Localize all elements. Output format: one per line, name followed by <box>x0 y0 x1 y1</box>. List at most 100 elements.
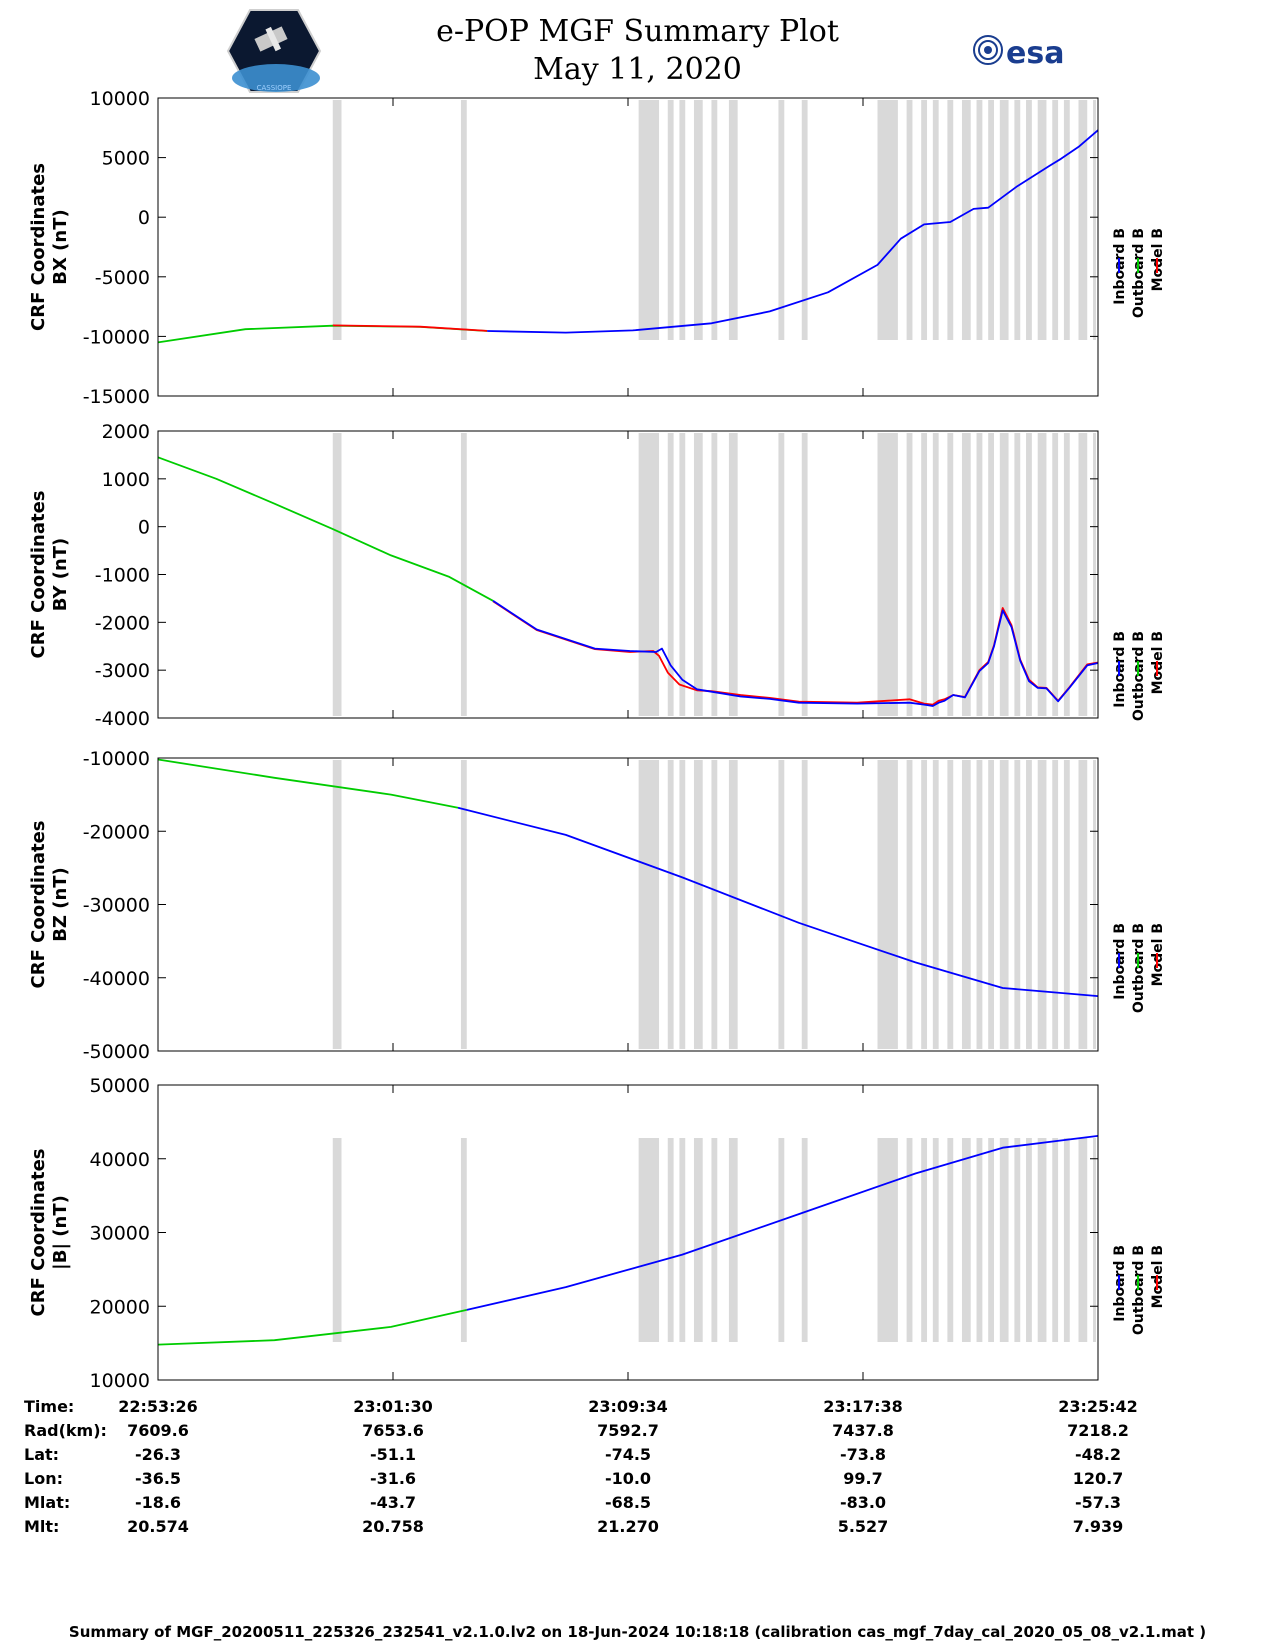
data-gap-band <box>667 433 674 716</box>
ephemeris-row-label: Rad(km): <box>24 1421 107 1440</box>
data-gap-band <box>728 760 738 1049</box>
x-tick-label: 23:25:42 <box>1058 1397 1138 1416</box>
ephemeris-value: -83.0 <box>840 1493 886 1512</box>
data-gap-band <box>906 433 913 716</box>
ephemeris-value: 7653.6 <box>362 1421 424 1440</box>
x-tick-label: 23:09:34 <box>588 1397 668 1416</box>
y-axis-label: CRF Coordinates <box>28 491 49 659</box>
data-gap-band <box>778 1138 785 1342</box>
y-tick-label: 10000 <box>90 88 150 110</box>
data-gap-band <box>667 100 674 340</box>
data-gap-band <box>638 760 660 1049</box>
data-gap-band <box>961 433 971 716</box>
page-subtitle-date: May 11, 2020 <box>533 52 742 87</box>
data-gap-band <box>999 760 1009 1049</box>
series-line-inboard-b <box>457 806 1099 997</box>
ephemeris-value: -73.8 <box>840 1445 886 1464</box>
data-gap-band <box>801 100 808 340</box>
ephemeris-row-label: Mlat: <box>24 1493 70 1512</box>
ephemeris-value: -57.3 <box>1075 1493 1121 1512</box>
y-axis-label: BX (nT) <box>50 209 71 284</box>
data-gap-band <box>1078 100 1088 340</box>
ephemeris-value: -48.2 <box>1075 1445 1121 1464</box>
data-gap-band <box>1063 760 1070 1049</box>
y-tick-label: -3000 <box>95 660 150 682</box>
series-line-outboard-b <box>157 758 459 809</box>
data-gap-band <box>679 100 686 340</box>
data-gap-band <box>921 433 928 716</box>
data-gap-band <box>801 760 808 1049</box>
data-gap-band <box>1014 100 1021 340</box>
data-gap-band <box>778 760 785 1049</box>
data-gap-band <box>1078 433 1088 716</box>
data-gap-band <box>921 760 928 1049</box>
data-gap-band <box>1078 1138 1088 1342</box>
x-tick-label: 22:53:26 <box>118 1397 198 1416</box>
data-gap-band <box>947 433 954 716</box>
data-gap-band <box>1052 100 1059 340</box>
y-tick-label: -1000 <box>95 565 150 587</box>
y-tick-label: -5000 <box>95 267 150 289</box>
data-gap-band <box>906 760 913 1049</box>
data-gap-band <box>1037 760 1047 1049</box>
y-tick-label: -15000 <box>83 386 150 408</box>
legend-label: Outboard B <box>1131 631 1147 721</box>
data-gap-band <box>460 433 467 716</box>
x-tick-label: 23:01:30 <box>353 1397 433 1416</box>
y-axis-label: CRF Coordinates <box>28 821 49 989</box>
series-line-outboard-b <box>157 456 494 602</box>
y-tick-label: 5000 <box>102 148 150 170</box>
series-line-inboard-b <box>487 129 1099 334</box>
y-tick-label: -50000 <box>83 1041 150 1063</box>
data-gap-band <box>961 760 971 1049</box>
data-gap-band <box>679 1138 686 1342</box>
data-gap-band <box>947 1138 954 1342</box>
data-gap-band <box>947 760 954 1049</box>
ephemeris-value: 20.758 <box>362 1517 424 1536</box>
data-gap-band <box>932 1138 939 1342</box>
data-gap-band <box>1063 433 1070 716</box>
y-tick-label: 10000 <box>90 1370 150 1392</box>
data-gap-band <box>988 433 995 716</box>
data-gap-band <box>1014 760 1021 1049</box>
ephemeris-row-label: Lat: <box>24 1445 59 1464</box>
data-gap-band <box>332 1138 342 1342</box>
ephemeris-row-label: Lon: <box>24 1469 63 1488</box>
y-tick-label: 0 <box>138 207 150 229</box>
data-gap-band <box>728 100 738 340</box>
ephemeris-value: -68.5 <box>605 1493 651 1512</box>
ephemeris-value: 99.7 <box>843 1469 882 1488</box>
data-gap-band <box>460 1138 467 1342</box>
data-gap-band <box>976 1138 983 1342</box>
ephemeris-value: 7437.8 <box>832 1421 894 1440</box>
data-gap-band <box>1014 433 1021 716</box>
ephemeris-value: 120.7 <box>1073 1469 1124 1488</box>
data-gap-band <box>999 433 1009 716</box>
data-gap-band <box>932 760 939 1049</box>
ephemeris-value: -31.6 <box>370 1469 416 1488</box>
data-gap-band <box>1026 100 1032 340</box>
ephemeris-value: -43.7 <box>370 1493 416 1512</box>
ephemeris-value: 5.527 <box>838 1517 889 1536</box>
data-gap-band <box>1052 1138 1059 1342</box>
y-axis-label: |B| (nT) <box>50 1195 71 1270</box>
ephemeris-value: -26.3 <box>135 1445 181 1464</box>
data-gap-band <box>778 433 785 716</box>
ephemeris-value: 7609.6 <box>127 1421 189 1440</box>
y-tick-label: -10000 <box>83 326 150 348</box>
data-gap-band <box>332 433 342 716</box>
ephemeris-value: 7592.7 <box>597 1421 659 1440</box>
data-gap-band <box>976 760 983 1049</box>
y-axis-label: BZ (nT) <box>50 867 71 942</box>
ephemeris-value: -10.0 <box>605 1469 651 1488</box>
data-gap-band <box>999 1138 1009 1342</box>
data-gap-band <box>1093 100 1096 340</box>
data-gap-band <box>988 100 995 340</box>
series-line-outboard-b <box>157 1309 467 1346</box>
data-gap-band <box>1093 1138 1096 1342</box>
data-gap-band <box>921 100 928 340</box>
data-gap-band <box>877 1138 898 1342</box>
data-gap-band <box>1026 433 1032 716</box>
data-gap-band <box>460 100 467 340</box>
data-gap-band <box>667 1138 674 1342</box>
